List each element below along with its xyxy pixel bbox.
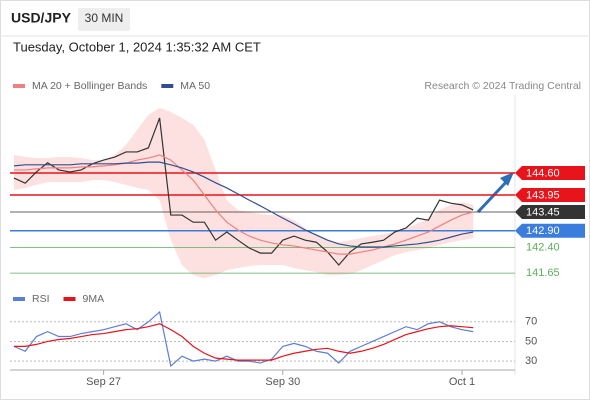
x-tick-label: Sep 30 [265, 376, 300, 388]
price-line [13, 117, 474, 266]
level-label: 141.65 [526, 267, 560, 279]
x-tick-label: Oct 1 [449, 376, 475, 388]
series-line [14, 323, 474, 361]
bollinger-band [14, 107, 474, 279]
level-tag [515, 223, 585, 238]
level-tag [515, 165, 585, 180]
level-label: 143.95 [526, 189, 560, 201]
y-tick-label: 70 [525, 316, 537, 328]
y-tick-label: 50 [525, 335, 537, 347]
y-tick-label: 30 [525, 355, 537, 367]
level-label: 143.45 [526, 206, 560, 218]
legend-label: RSI [32, 293, 50, 305]
legend-label: 9MA [83, 293, 105, 305]
legend-swatch [13, 84, 25, 88]
level-label: 142.40 [526, 242, 560, 254]
interval-box [78, 8, 130, 31]
legend-label: MA 20 + Bollinger Bands [32, 80, 147, 92]
legend-swatch [63, 297, 76, 301]
series-line [13, 161, 474, 248]
series-line [14, 154, 474, 255]
x-tick-label: Sep 27 [86, 376, 121, 388]
level-tag [515, 188, 585, 203]
level-label: 144.60 [526, 167, 560, 179]
copyright: Research © 2024 Trading Central [424, 80, 581, 92]
datetime: Tuesday, October 1, 2024 1:35:32 AM CET [13, 39, 261, 54]
level-tag [515, 205, 585, 220]
legend-swatch [13, 297, 25, 301]
level-label: 142.90 [526, 225, 560, 237]
projection-arrowhead [500, 172, 514, 186]
projection-arrow [476, 178, 510, 214]
legend-label: MA 50 [180, 80, 210, 92]
interval: 30 MIN [85, 11, 124, 25]
series-line [13, 310, 474, 368]
symbol: USD/JPY [11, 10, 72, 26]
legend-swatch [161, 84, 174, 88]
